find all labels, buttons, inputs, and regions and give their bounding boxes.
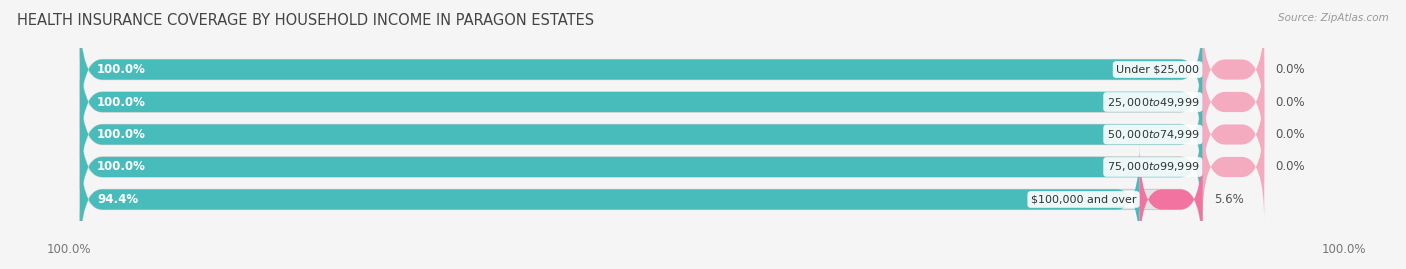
Text: 5.6%: 5.6% xyxy=(1213,193,1243,206)
FancyBboxPatch shape xyxy=(1140,144,1202,254)
FancyBboxPatch shape xyxy=(80,15,1202,125)
Text: 0.0%: 0.0% xyxy=(1275,128,1305,141)
FancyBboxPatch shape xyxy=(1202,80,1264,189)
FancyBboxPatch shape xyxy=(80,144,1202,254)
Text: 100.0%: 100.0% xyxy=(97,128,146,141)
FancyBboxPatch shape xyxy=(1202,15,1264,125)
Text: $75,000 to $99,999: $75,000 to $99,999 xyxy=(1107,161,1199,174)
Text: 100.0%: 100.0% xyxy=(46,243,91,256)
Text: 0.0%: 0.0% xyxy=(1275,95,1305,108)
FancyBboxPatch shape xyxy=(80,80,1202,189)
Text: 100.0%: 100.0% xyxy=(1322,243,1367,256)
Text: 100.0%: 100.0% xyxy=(97,95,146,108)
Text: Under $25,000: Under $25,000 xyxy=(1116,65,1199,75)
FancyBboxPatch shape xyxy=(80,112,1202,222)
FancyBboxPatch shape xyxy=(1202,47,1264,157)
Text: 0.0%: 0.0% xyxy=(1275,63,1305,76)
Text: $100,000 and over: $100,000 and over xyxy=(1031,194,1136,204)
FancyBboxPatch shape xyxy=(80,144,1140,254)
Text: $25,000 to $49,999: $25,000 to $49,999 xyxy=(1107,95,1199,108)
FancyBboxPatch shape xyxy=(80,47,1202,157)
Text: 0.0%: 0.0% xyxy=(1275,161,1305,174)
Text: 100.0%: 100.0% xyxy=(97,63,146,76)
Text: 94.4%: 94.4% xyxy=(97,193,138,206)
Text: HEALTH INSURANCE COVERAGE BY HOUSEHOLD INCOME IN PARAGON ESTATES: HEALTH INSURANCE COVERAGE BY HOUSEHOLD I… xyxy=(17,13,593,29)
Text: Source: ZipAtlas.com: Source: ZipAtlas.com xyxy=(1278,13,1389,23)
FancyBboxPatch shape xyxy=(80,47,1202,157)
Legend: With Coverage, Without Coverage: With Coverage, Without Coverage xyxy=(474,264,731,269)
FancyBboxPatch shape xyxy=(80,112,1202,222)
Text: $50,000 to $74,999: $50,000 to $74,999 xyxy=(1107,128,1199,141)
FancyBboxPatch shape xyxy=(80,80,1202,189)
FancyBboxPatch shape xyxy=(80,15,1202,125)
FancyBboxPatch shape xyxy=(1202,112,1264,222)
Text: 100.0%: 100.0% xyxy=(97,161,146,174)
